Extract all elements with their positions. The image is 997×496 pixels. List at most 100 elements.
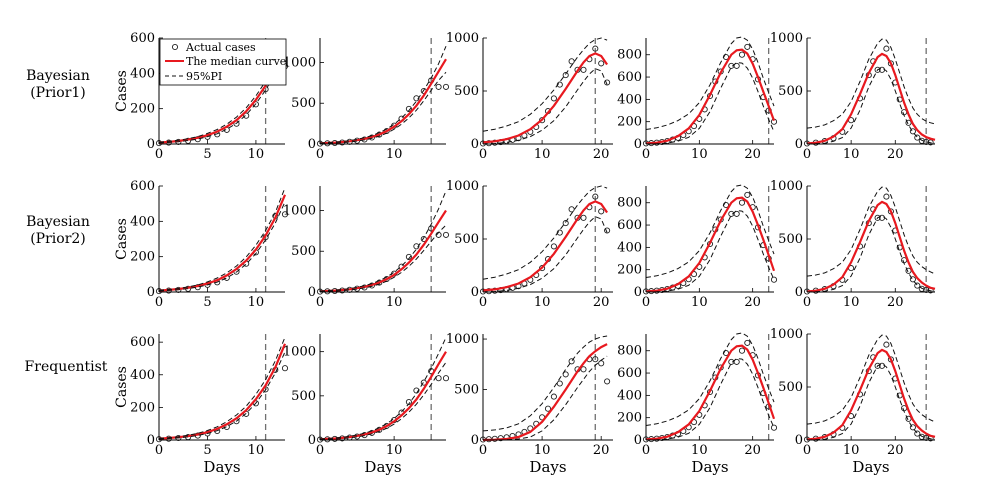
x-tick-label: 5	[203, 295, 211, 310]
median-curve	[806, 200, 936, 293]
actual-case-point	[405, 253, 412, 260]
actual-case-point	[874, 362, 881, 369]
median-curve	[482, 200, 609, 292]
y-tick-label: 1000	[283, 55, 316, 70]
y-tick-label: 1000	[770, 31, 803, 46]
y-tick-label: 1000	[283, 345, 316, 360]
y-axis-label: Cases	[114, 218, 130, 260]
y-tick-label: 400	[617, 92, 642, 107]
actual-case-point	[883, 193, 890, 200]
pi-upper-curve	[806, 38, 936, 129]
x-tick-label: 20	[593, 147, 610, 162]
actual-case-point	[592, 356, 599, 363]
actual-case-point	[733, 62, 740, 69]
x-tick-label: 0	[155, 295, 163, 310]
row-label-2-line-1: Bayesian	[26, 214, 90, 230]
y-tick-label: 600	[617, 70, 642, 85]
actual-case-point	[914, 430, 921, 437]
y-tick-label: 800	[617, 344, 642, 359]
actual-case-point	[556, 81, 563, 88]
actual-case-point	[562, 72, 569, 79]
median-curve	[645, 48, 776, 145]
actual-case-point	[550, 95, 557, 102]
actual-case-point	[874, 66, 881, 73]
x-tick-label: 10	[843, 147, 860, 162]
actual-case-point	[918, 433, 925, 440]
actual-case-point	[580, 214, 587, 221]
actual-case-point	[598, 360, 605, 367]
y-tick-label: 1000	[446, 332, 479, 347]
y-tick-label: 0	[308, 137, 316, 152]
x-tick-label: 5	[203, 443, 211, 458]
actual-case-point	[770, 276, 778, 283]
x-axis-label: Days	[852, 458, 889, 476]
actual-case-point	[413, 243, 420, 250]
pi-lower-curve	[319, 362, 447, 441]
y-tick-label: 400	[617, 240, 642, 255]
actual-case-point	[905, 267, 912, 274]
pi-upper-curve	[806, 186, 936, 277]
legend-label-median-curve: The median curve	[186, 55, 286, 68]
x-tick-label: 0	[316, 295, 324, 310]
y-tick-label: 600	[130, 179, 155, 194]
actual-case-point	[442, 231, 450, 238]
y-tick-label: 200	[130, 400, 155, 415]
actual-case-point	[562, 220, 569, 227]
actual-case-point	[770, 424, 778, 431]
x-axis-label: Days	[203, 458, 240, 476]
actual-case-point	[874, 214, 881, 221]
y-tick-label: 0	[147, 285, 155, 300]
actual-case-point	[556, 229, 563, 236]
median-curve	[806, 52, 936, 145]
actual-case-point	[550, 393, 557, 400]
median-curve	[645, 344, 776, 441]
x-tick-label: 0	[479, 295, 487, 310]
y-tick-label: 0	[308, 433, 316, 448]
panel-1-3: 0 10 20 0 500 1000	[446, 31, 613, 162]
actual-case-point	[604, 79, 611, 86]
pi-lower-curve	[482, 68, 608, 145]
panel-3-1: 0 5 10 0 200 400 600 Cases Days	[114, 334, 289, 476]
pi-lower-curve	[158, 201, 286, 292]
x-tick-label: 10	[386, 295, 403, 310]
y-tick-label: 500	[454, 232, 479, 247]
actual-case-point	[909, 128, 916, 135]
actual-case-point	[738, 347, 746, 354]
pi-upper-curve	[806, 334, 936, 425]
row-labels: Bayesian (Prior1) Bayesian (Prior2) Freq…	[25, 68, 108, 375]
x-axis-label: Days	[691, 458, 728, 476]
pi-upper-curve	[482, 37, 608, 132]
x-tick-label: 0	[803, 443, 811, 458]
actual-case-point	[442, 375, 450, 382]
actual-case-point	[580, 66, 587, 73]
actual-case-point	[539, 265, 546, 272]
y-tick-label: 600	[130, 335, 155, 350]
x-tick-label: 10	[248, 295, 265, 310]
y-tick-label: 500	[454, 383, 479, 398]
actual-case-point	[738, 199, 746, 206]
y-tick-label: 400	[130, 66, 155, 81]
y-tick-label: 400	[617, 388, 642, 403]
pi-lower-curve	[319, 71, 447, 145]
y-tick-label: 0	[795, 285, 803, 300]
x-axis-label: Days	[364, 458, 401, 476]
actual-case-point	[883, 341, 890, 348]
y-tick-label: 0	[634, 137, 642, 152]
y-tick-label: 0	[634, 433, 642, 448]
actual-case-point	[539, 117, 546, 124]
y-tick-label: 0	[147, 137, 155, 152]
x-tick-label: 10	[843, 295, 860, 310]
row-label-3: Frequentist	[25, 359, 108, 375]
actual-case-point	[556, 380, 563, 387]
y-tick-label: 1000	[770, 327, 803, 342]
actual-case-point	[905, 119, 912, 126]
row-label-2-line-2: (Prior2)	[30, 231, 86, 247]
pi-lower-curve	[806, 215, 936, 293]
panel-2-3: 0 10 20 0 500 1000	[446, 179, 613, 310]
x-tick-label: 0	[155, 147, 163, 162]
x-tick-label: 10	[534, 443, 551, 458]
y-tick-label: 500	[778, 380, 803, 395]
y-tick-label: 200	[130, 250, 155, 265]
